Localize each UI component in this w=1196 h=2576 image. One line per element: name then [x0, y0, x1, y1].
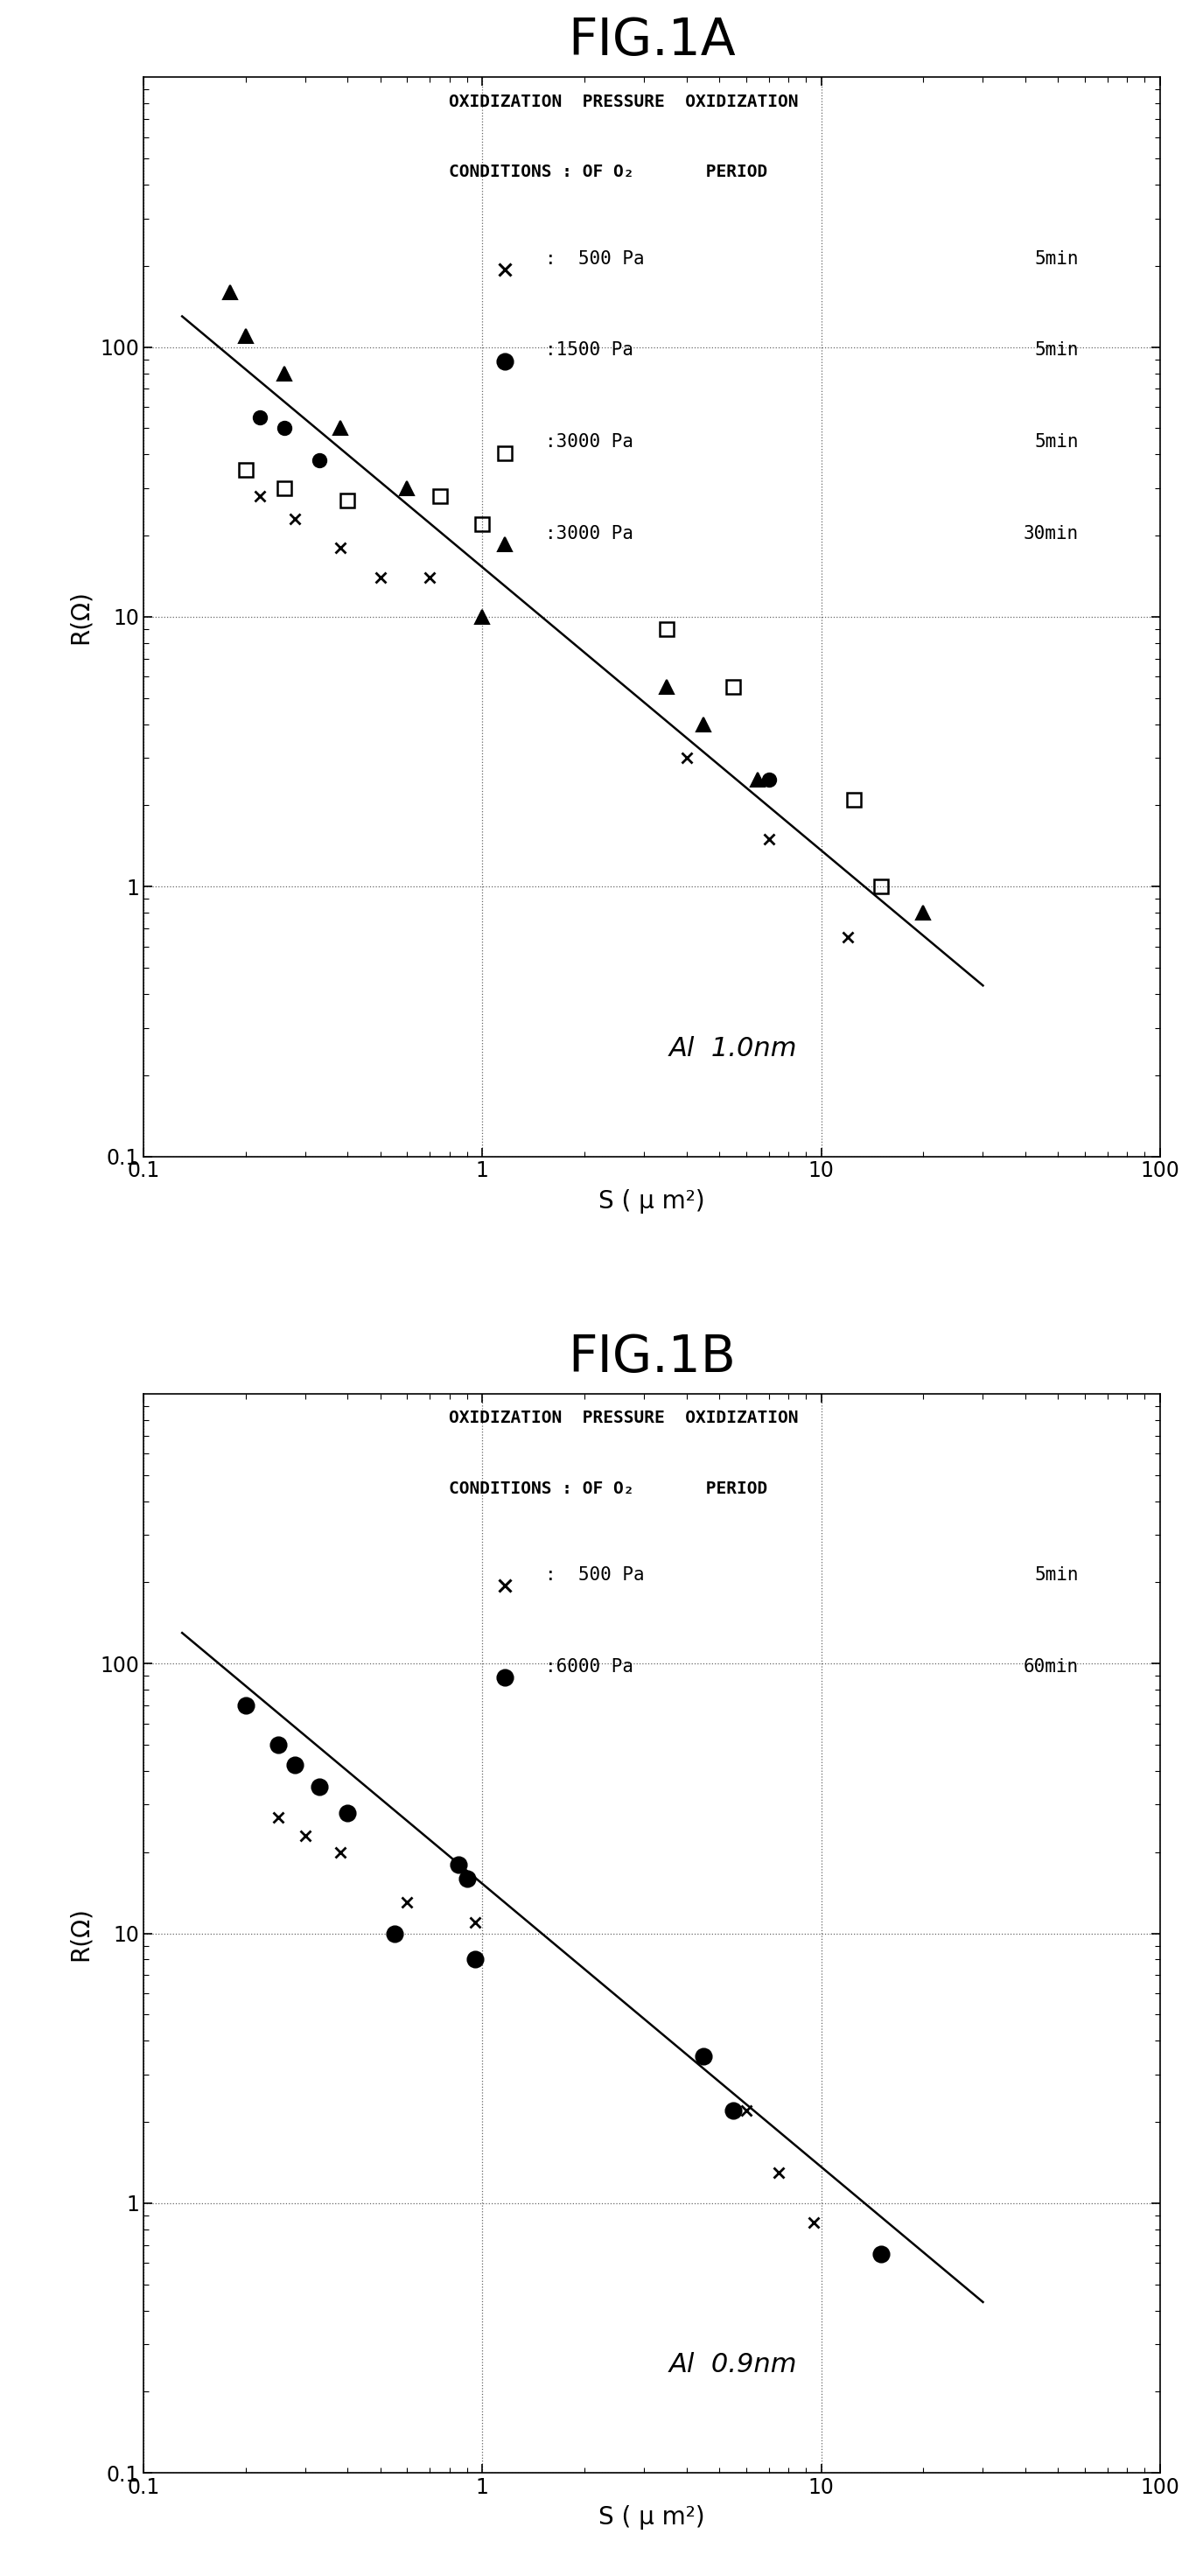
Text: Al  0.9nm: Al 0.9nm	[669, 2352, 798, 2378]
Text: 5min: 5min	[1035, 343, 1079, 358]
Text: OXIDIZATION  PRESSURE  OXIDIZATION: OXIDIZATION PRESSURE OXIDIZATION	[448, 1409, 798, 1427]
X-axis label: S ( μ m²): S ( μ m²)	[599, 1190, 704, 1213]
Title: FIG.1A: FIG.1A	[568, 15, 736, 67]
Text: CONDITIONS : OF O₂       PERIOD: CONDITIONS : OF O₂ PERIOD	[448, 165, 767, 180]
Text: 60min: 60min	[1024, 1659, 1079, 1677]
Text: CONDITIONS : OF O₂       PERIOD: CONDITIONS : OF O₂ PERIOD	[448, 1481, 767, 1497]
Text: 30min: 30min	[1024, 526, 1079, 544]
Text: :  500 Pa: : 500 Pa	[545, 250, 645, 268]
Y-axis label: R(Ω): R(Ω)	[68, 590, 93, 644]
Text: 5min: 5min	[1035, 433, 1079, 451]
Text: 5min: 5min	[1035, 1566, 1079, 1584]
Text: :1500 Pa: :1500 Pa	[545, 343, 634, 358]
Text: 5min: 5min	[1035, 250, 1079, 268]
X-axis label: S ( μ m²): S ( μ m²)	[599, 2506, 704, 2530]
Y-axis label: R(Ω): R(Ω)	[68, 1906, 93, 1960]
Text: :6000 Pa: :6000 Pa	[545, 1659, 634, 1677]
Text: :  500 Pa: : 500 Pa	[545, 1566, 645, 1584]
Text: :3000 Pa: :3000 Pa	[545, 526, 634, 544]
Text: :3000 Pa: :3000 Pa	[545, 433, 634, 451]
Text: Al  1.0nm: Al 1.0nm	[669, 1036, 798, 1061]
Title: FIG.1B: FIG.1B	[568, 1332, 736, 1383]
Text: OXIDIZATION  PRESSURE  OXIDIZATION: OXIDIZATION PRESSURE OXIDIZATION	[448, 93, 798, 111]
